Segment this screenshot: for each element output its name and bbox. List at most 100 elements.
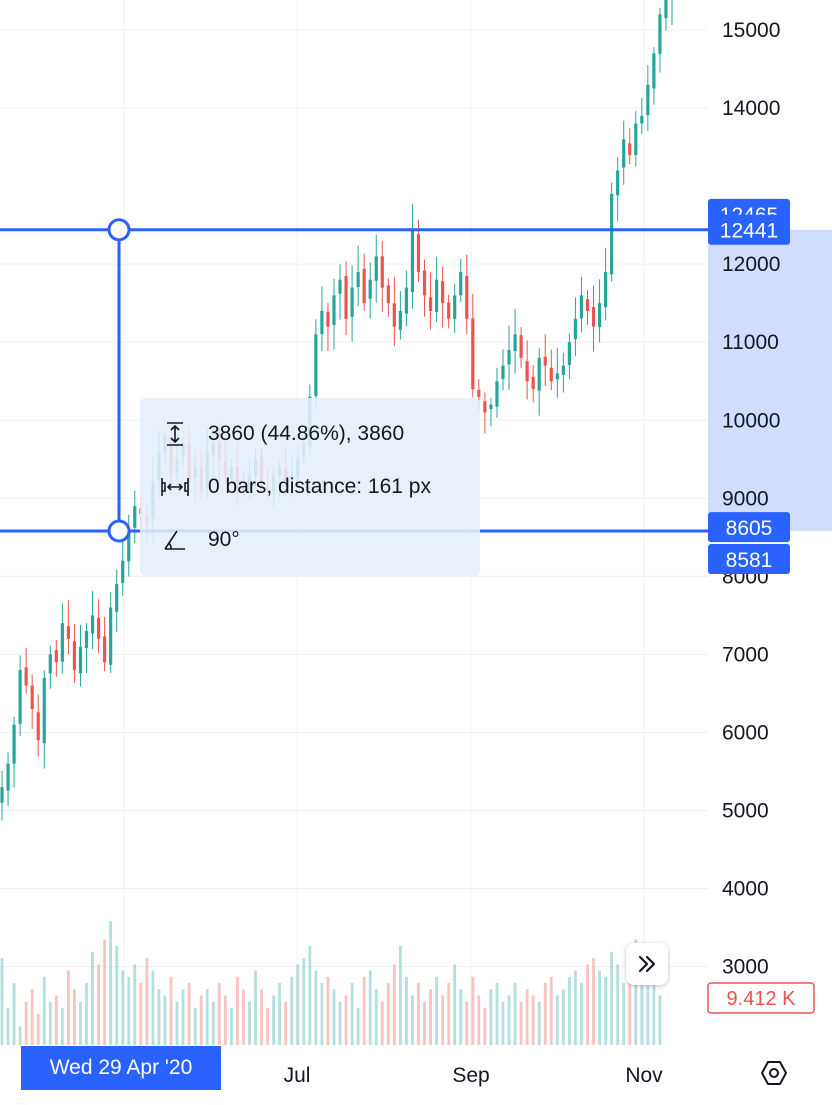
volume-bar — [543, 983, 547, 1045]
volume-bar — [338, 1001, 342, 1045]
volume-bar — [30, 989, 34, 1045]
volume-bar — [157, 989, 161, 1045]
chart-settings-button[interactable] — [754, 1053, 794, 1093]
candle-body — [127, 531, 131, 562]
candle-body — [18, 670, 22, 724]
volume-bar — [459, 989, 463, 1045]
volume-bar — [211, 1001, 215, 1045]
candle-body — [471, 318, 475, 390]
candle-body — [66, 626, 70, 639]
volume-bar — [634, 939, 638, 1045]
volume-bar — [115, 945, 119, 1045]
candle-body — [591, 307, 596, 327]
volume-bar — [531, 995, 535, 1045]
candle-body — [60, 623, 64, 662]
candle-body — [326, 311, 330, 327]
volume-bar — [308, 945, 312, 1045]
candle-body — [338, 279, 342, 294]
candle-body — [495, 381, 499, 407]
volume-bar — [423, 1001, 426, 1045]
price-axis-label-bg — [708, 214, 790, 245]
volume-bar — [598, 970, 601, 1045]
candle-body — [646, 84, 650, 116]
angle-icon — [158, 525, 192, 555]
candle-body — [6, 763, 10, 791]
volume-bar — [266, 1007, 269, 1045]
candle-body — [628, 143, 632, 155]
volume-bar — [223, 995, 227, 1045]
candle-body — [634, 123, 638, 156]
volume-bar — [229, 1007, 233, 1045]
volume-bar — [398, 945, 402, 1045]
volume-bar — [453, 964, 457, 1045]
volume-bar — [169, 976, 173, 1045]
crosshair-date-label: Wed 29 Apr '20 — [21, 1046, 221, 1090]
candle-body — [525, 361, 529, 382]
volume-bar — [507, 995, 511, 1045]
volume-bar — [103, 939, 107, 1045]
candle-body — [24, 667, 28, 686]
y-tick-label: 9000 — [722, 487, 769, 510]
candle-body — [561, 365, 565, 375]
candle-body — [90, 615, 95, 634]
price-axis-label: 12441 — [720, 220, 778, 243]
volume-bar — [616, 964, 620, 1045]
volume-bar — [175, 1001, 179, 1045]
volume-bar — [549, 976, 553, 1045]
candle-body — [392, 303, 396, 327]
volume-bar — [344, 995, 348, 1045]
x-tick-label: Nov — [625, 1064, 663, 1087]
measure-price-row: 3860 (44.86%), 3860 — [158, 419, 404, 449]
y-tick-label: 3000 — [722, 956, 769, 979]
y-tick-label: 7000 — [722, 643, 769, 666]
volume-bar — [537, 1001, 541, 1045]
candle-body — [109, 607, 113, 665]
volume-bar — [97, 964, 100, 1045]
measure-bars-text: 0 bars, distance: 161 px — [208, 475, 431, 498]
volume-bar — [242, 989, 245, 1045]
volume-bar — [278, 983, 282, 1045]
candle-body — [54, 650, 58, 663]
y-tick-label: 10000 — [722, 409, 780, 432]
volume-bar — [133, 964, 137, 1045]
candle-body — [133, 506, 137, 528]
candle-body — [386, 285, 390, 304]
candle-body — [489, 404, 493, 410]
volume-bar — [314, 970, 318, 1045]
y-tick-label: 11000 — [722, 331, 779, 354]
volume-bar — [567, 976, 571, 1045]
volume-bar — [628, 958, 632, 1045]
volume-bar — [640, 970, 644, 1045]
measure-angle-row: 90° — [158, 525, 240, 555]
volume-bar — [302, 958, 306, 1045]
candle-body — [12, 724, 16, 764]
x-tick-label: Jul — [284, 1064, 311, 1087]
candle-body — [543, 356, 547, 366]
volume-bar — [525, 989, 529, 1045]
price-axis-label-bg — [708, 544, 790, 575]
measure-anchor-handle — [107, 218, 131, 242]
volume-bar — [513, 983, 517, 1045]
candle-body — [42, 677, 46, 744]
price-axis-label: 8581 — [726, 549, 773, 572]
volume-bar — [320, 983, 324, 1045]
candle-body — [507, 350, 511, 365]
volume-bar — [519, 1001, 523, 1045]
candle-body — [416, 234, 421, 272]
candle-body — [501, 365, 505, 380]
volume-bar — [151, 970, 155, 1045]
candle-body — [622, 139, 626, 168]
candle-body — [579, 295, 584, 319]
volume-bar — [54, 995, 58, 1045]
candle-body — [434, 279, 439, 312]
y-tick-label: 4000 — [722, 878, 769, 901]
candle-body — [48, 654, 52, 674]
price-range-highlight — [708, 229, 832, 532]
candle-body — [477, 389, 481, 397]
candle-body — [332, 295, 336, 326]
scroll-to-realtime-button[interactable] — [626, 943, 668, 985]
candle-body — [658, 14, 662, 54]
candle-body — [441, 281, 445, 304]
candle-body — [567, 342, 571, 365]
volume-bar — [254, 970, 257, 1045]
